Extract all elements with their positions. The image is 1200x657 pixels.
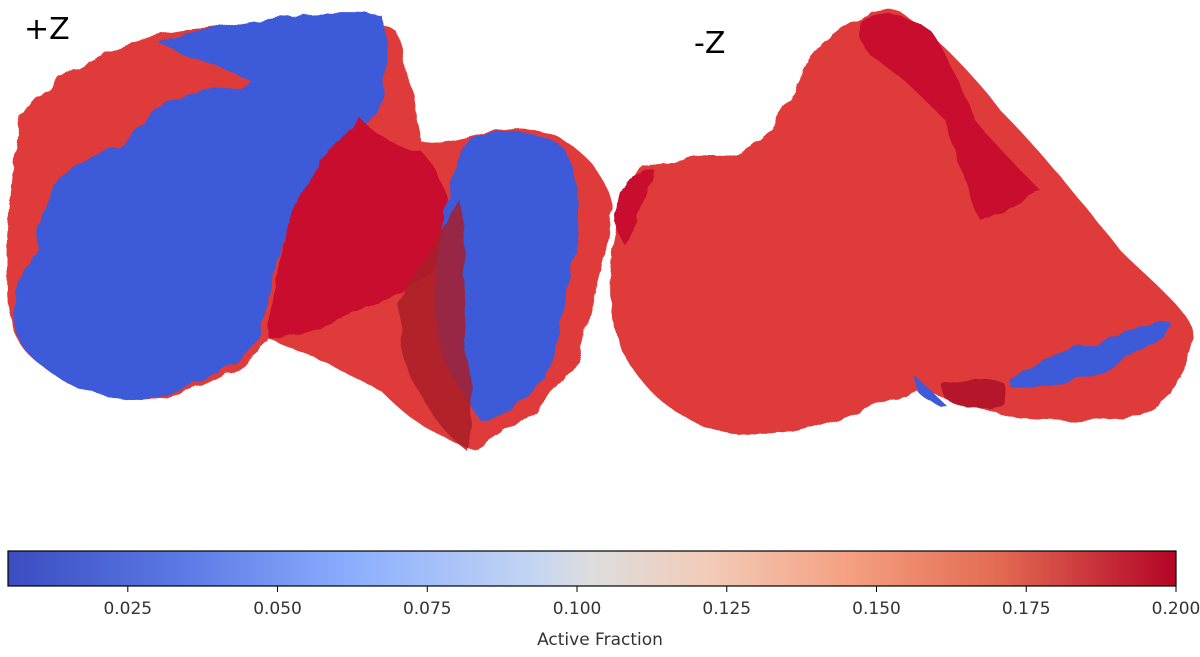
minus-dark-patch-bottom bbox=[940, 380, 1007, 410]
colorbar-tick-label: 0.200 bbox=[1152, 599, 1200, 619]
colorbar: 0.025 0.050 0.075 0.100 0.125 0.150 0.175 0.200 bbox=[7, 550, 1200, 619]
colorbar-gradient bbox=[7, 550, 1177, 587]
colorbar-tick-label: 0.075 bbox=[403, 599, 452, 619]
plus-small-lobe-blue bbox=[434, 131, 580, 421]
colorbar-tick-label: 0.150 bbox=[852, 599, 901, 619]
colorbar-tick-label: 0.025 bbox=[103, 599, 152, 619]
plus-lobe-blue-region bbox=[13, 13, 389, 400]
plus-small-lobe-crease bbox=[398, 200, 471, 450]
comet-plus-z-view bbox=[6, 13, 612, 450]
minus-left-dark-patch bbox=[614, 170, 655, 245]
minus-blue-sliver bbox=[915, 376, 945, 405]
plus-z-label: +Z bbox=[24, 12, 70, 47]
minus-body-red bbox=[609, 11, 1195, 436]
minus-dark-red-strip bbox=[859, 15, 1040, 221]
minus-blue-band bbox=[1010, 320, 1170, 388]
colorbar-tick-label: 0.175 bbox=[1002, 599, 1051, 619]
plus-neck-dark-red bbox=[270, 118, 455, 340]
colorbar-ticks: 0.025 0.050 0.075 0.100 0.125 0.150 0.175 0.200 bbox=[103, 586, 1200, 619]
colorbar-title: Active Fraction bbox=[537, 630, 663, 650]
colorbar-tick-label: 0.050 bbox=[253, 599, 302, 619]
colorbar-tick-label: 0.125 bbox=[702, 599, 751, 619]
colorbar-tick-label: 0.100 bbox=[553, 599, 602, 619]
comet-minus-z-view bbox=[609, 11, 1195, 436]
minus-z-label: -Z bbox=[694, 26, 726, 61]
